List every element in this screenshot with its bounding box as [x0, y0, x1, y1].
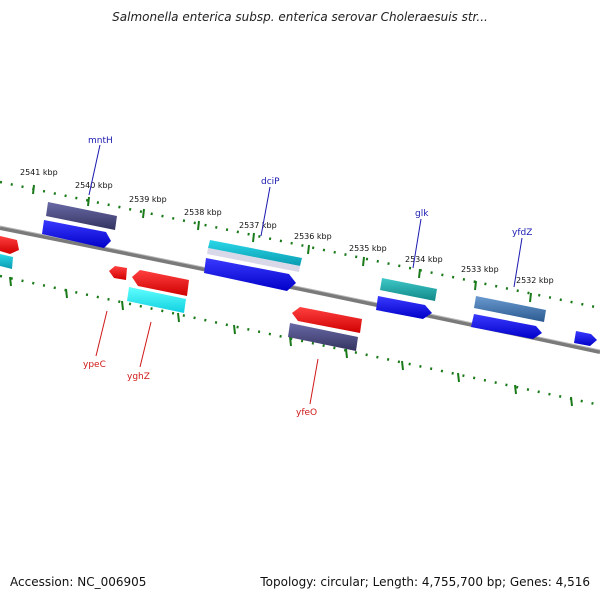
- tick: [529, 292, 532, 303]
- gene-arrow[interactable]: [42, 220, 111, 248]
- tick: [570, 396, 573, 407]
- scale-label: 2532 kbp: [516, 276, 554, 285]
- scale-label: 2541 kbp: [20, 168, 58, 177]
- leader-glk: [412, 218, 422, 269]
- tick: [233, 324, 236, 335]
- scale-label: 2535 kbp: [349, 244, 387, 253]
- tick: [514, 384, 517, 395]
- leader-ypeC: [95, 310, 108, 357]
- scale-label: 2533 kbp: [461, 265, 499, 274]
- forward-genes[interactable]: [0, 202, 597, 346]
- gene-yfdZ[interactable]: [474, 296, 546, 322]
- gene-label-mntH[interactable]: mntH: [88, 136, 113, 146]
- tick: [9, 276, 12, 287]
- leader-mntH: [88, 144, 101, 196]
- tick: [121, 300, 124, 311]
- tick: [457, 372, 460, 383]
- scale-label: 2537 kbp: [239, 221, 277, 230]
- gene-glk[interactable]: [380, 278, 437, 301]
- scale-labels: 2541 kbp 2540 kbp 2539 kbp 2538 kbp 2537…: [20, 168, 554, 285]
- gene-label-yfeO[interactable]: yfeO: [296, 408, 317, 418]
- scale-track-bottom: [0, 274, 600, 407]
- gene-arrow[interactable]: [204, 258, 296, 291]
- gene-mntH[interactable]: [46, 202, 117, 230]
- gene-dciP[interactable]: [208, 240, 302, 266]
- tick: [307, 244, 310, 255]
- gene-label-ypeC[interactable]: ypeC: [83, 360, 106, 370]
- tick: [177, 312, 180, 323]
- scale-label: 2534 kbp: [405, 255, 443, 264]
- scale-label: 2536 kbp: [294, 232, 332, 241]
- tick: [401, 360, 404, 371]
- gene-arrow[interactable]: [0, 236, 19, 254]
- leader-yfeO: [309, 358, 319, 405]
- gene-arrow[interactable]: [471, 314, 542, 339]
- tick: [252, 232, 255, 243]
- scale-ticks-top: [32, 184, 532, 303]
- genome-title: Salmonella enterica subsp. enterica sero…: [112, 10, 488, 24]
- gene-yghZ[interactable]: [127, 287, 186, 313]
- tick: [87, 196, 90, 207]
- gene-arrow[interactable]: [376, 296, 432, 319]
- gene-labels[interactable]: mntH dciP glk yfdZ ypeC yghZ yfeO: [83, 136, 532, 418]
- gene-arrow[interactable]: [132, 270, 189, 296]
- gene-label-leaders: [88, 144, 523, 405]
- gene-label-dciP[interactable]: dciP: [261, 177, 280, 187]
- tick: [474, 280, 477, 291]
- gene-ypeC[interactable]: [109, 266, 127, 280]
- leader-yghZ: [139, 321, 152, 368]
- scale-label: 2539 kbp: [129, 195, 167, 204]
- gene-label-yghZ[interactable]: yghZ: [127, 372, 150, 382]
- tick: [65, 288, 68, 299]
- leader-yfdZ: [513, 237, 523, 288]
- gene-arrow[interactable]: [574, 331, 597, 346]
- gene-arrow[interactable]: [292, 307, 362, 333]
- scale-ticks-bottom: [9, 276, 573, 407]
- scale-label: 2538 kbp: [184, 208, 222, 217]
- tick: [345, 348, 348, 359]
- leader-dciP: [260, 186, 271, 237]
- genome-summary: Topology: circular; Length: 4,755,700 bp…: [260, 575, 590, 589]
- gene-label-yfdZ[interactable]: yfdZ: [512, 228, 532, 238]
- tick: [197, 220, 200, 231]
- tick: [142, 208, 145, 219]
- tick: [362, 256, 365, 267]
- scale-label: 2540 kbp: [75, 181, 113, 190]
- tick: [418, 268, 421, 279]
- tick: [289, 336, 292, 347]
- gene-label-glk[interactable]: glk: [415, 209, 429, 219]
- reverse-genes[interactable]: [109, 266, 362, 351]
- tick: [32, 184, 35, 195]
- gene-yfeO[interactable]: [288, 323, 358, 351]
- gene-stripe[interactable]: [207, 248, 300, 272]
- accession-label: Accession: NC_006905: [10, 575, 147, 589]
- gene-arrow[interactable]: [0, 254, 13, 269]
